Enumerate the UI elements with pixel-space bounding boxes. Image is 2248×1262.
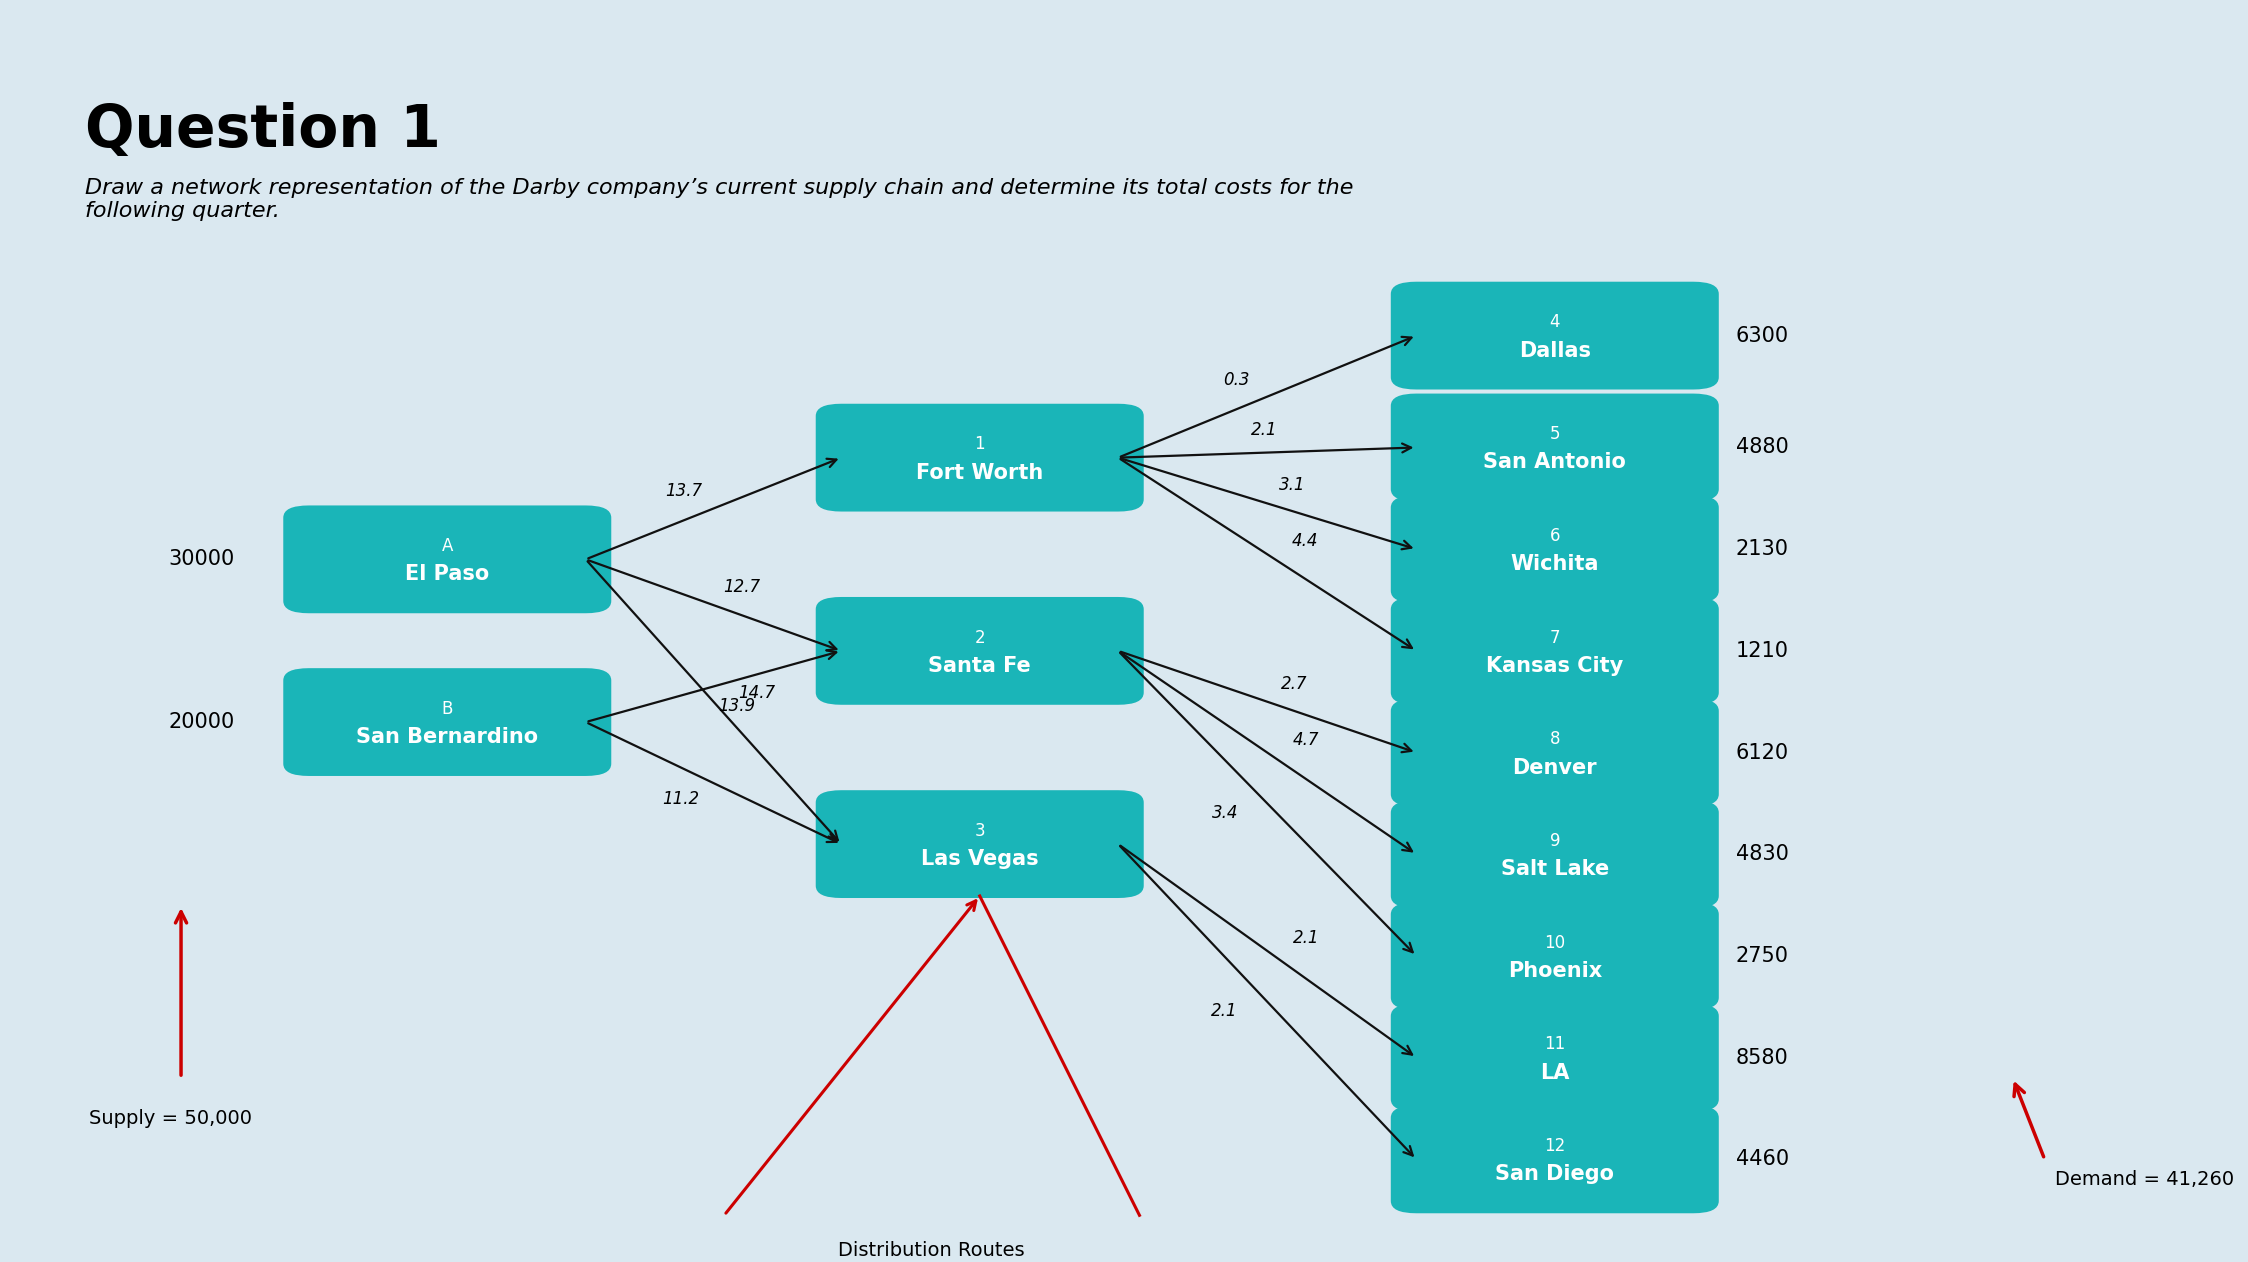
- Text: Salt Lake: Salt Lake: [1502, 859, 1610, 880]
- Text: 11: 11: [1544, 1035, 1565, 1054]
- FancyBboxPatch shape: [816, 790, 1144, 899]
- Text: 12.7: 12.7: [724, 578, 760, 596]
- Text: 11.2: 11.2: [661, 790, 699, 808]
- Text: Las Vegas: Las Vegas: [922, 849, 1039, 870]
- Text: Dallas: Dallas: [1520, 341, 1592, 361]
- Text: LA: LA: [1540, 1063, 1569, 1083]
- Text: 2.7: 2.7: [1281, 674, 1308, 693]
- Text: 4.4: 4.4: [1293, 533, 1317, 550]
- FancyBboxPatch shape: [816, 404, 1144, 511]
- Text: A: A: [441, 538, 452, 555]
- Text: 4460: 4460: [1735, 1150, 1789, 1170]
- FancyBboxPatch shape: [283, 506, 611, 613]
- Text: Denver: Denver: [1513, 757, 1596, 777]
- FancyBboxPatch shape: [816, 597, 1144, 704]
- Text: 2.1: 2.1: [1212, 1002, 1239, 1020]
- Text: 12: 12: [1544, 1137, 1565, 1155]
- Text: 2.1: 2.1: [1250, 422, 1277, 439]
- Text: San Bernardino: San Bernardino: [355, 727, 537, 747]
- Text: Supply = 50,000: Supply = 50,000: [90, 1108, 252, 1127]
- Text: Kansas City: Kansas City: [1486, 656, 1623, 676]
- Text: 5: 5: [1549, 425, 1560, 443]
- Text: 30000: 30000: [169, 549, 234, 569]
- Text: Demand = 41,260: Demand = 41,260: [2055, 1170, 2235, 1189]
- Text: 1210: 1210: [1735, 641, 1789, 661]
- Text: 10: 10: [1544, 934, 1565, 952]
- FancyBboxPatch shape: [283, 668, 611, 776]
- Text: 7: 7: [1549, 628, 1560, 646]
- Text: 6300: 6300: [1735, 326, 1789, 346]
- Text: San Antonio: San Antonio: [1484, 453, 1625, 472]
- Text: 4830: 4830: [1735, 844, 1789, 864]
- FancyBboxPatch shape: [1392, 902, 1720, 1010]
- Text: 2.1: 2.1: [1293, 930, 1320, 948]
- Text: 3: 3: [973, 822, 985, 839]
- Text: San Diego: San Diego: [1495, 1165, 1614, 1184]
- Text: 1: 1: [973, 435, 985, 453]
- Text: Distribution Routes: Distribution Routes: [839, 1241, 1025, 1259]
- Text: 6: 6: [1549, 526, 1560, 545]
- Text: Wichita: Wichita: [1511, 554, 1598, 574]
- FancyBboxPatch shape: [1392, 1003, 1720, 1112]
- Text: 2130: 2130: [1735, 539, 1789, 559]
- FancyBboxPatch shape: [1392, 1106, 1720, 1213]
- Text: 2750: 2750: [1735, 946, 1789, 965]
- FancyBboxPatch shape: [1392, 281, 1720, 390]
- FancyBboxPatch shape: [1392, 495, 1720, 603]
- Text: El Paso: El Paso: [405, 564, 490, 584]
- Text: 8580: 8580: [1735, 1047, 1789, 1068]
- Text: 3.1: 3.1: [1279, 476, 1306, 493]
- Text: 4: 4: [1549, 313, 1560, 331]
- Text: Draw a network representation of the Darby company’s current supply chain and de: Draw a network representation of the Dar…: [85, 178, 1353, 221]
- Text: 3.4: 3.4: [1212, 804, 1239, 822]
- Text: 13.9: 13.9: [719, 697, 755, 714]
- Text: 13.7: 13.7: [665, 482, 701, 500]
- Text: Santa Fe: Santa Fe: [928, 656, 1032, 676]
- Text: 14.7: 14.7: [737, 684, 776, 702]
- Text: Phoenix: Phoenix: [1508, 960, 1603, 981]
- Text: Fort Worth: Fort Worth: [917, 463, 1043, 482]
- Text: Question 1: Question 1: [85, 102, 441, 159]
- Text: 4.7: 4.7: [1293, 731, 1320, 748]
- Text: 4880: 4880: [1735, 438, 1789, 458]
- Text: 6120: 6120: [1735, 742, 1789, 762]
- Text: 20000: 20000: [169, 712, 234, 732]
- Text: 2: 2: [973, 628, 985, 646]
- FancyBboxPatch shape: [1392, 699, 1720, 806]
- Text: 9: 9: [1549, 832, 1560, 849]
- FancyBboxPatch shape: [1392, 394, 1720, 501]
- Text: 0.3: 0.3: [1223, 371, 1250, 389]
- Text: B: B: [441, 699, 452, 718]
- Text: 8: 8: [1549, 731, 1560, 748]
- FancyBboxPatch shape: [1392, 597, 1720, 704]
- FancyBboxPatch shape: [1392, 800, 1720, 909]
